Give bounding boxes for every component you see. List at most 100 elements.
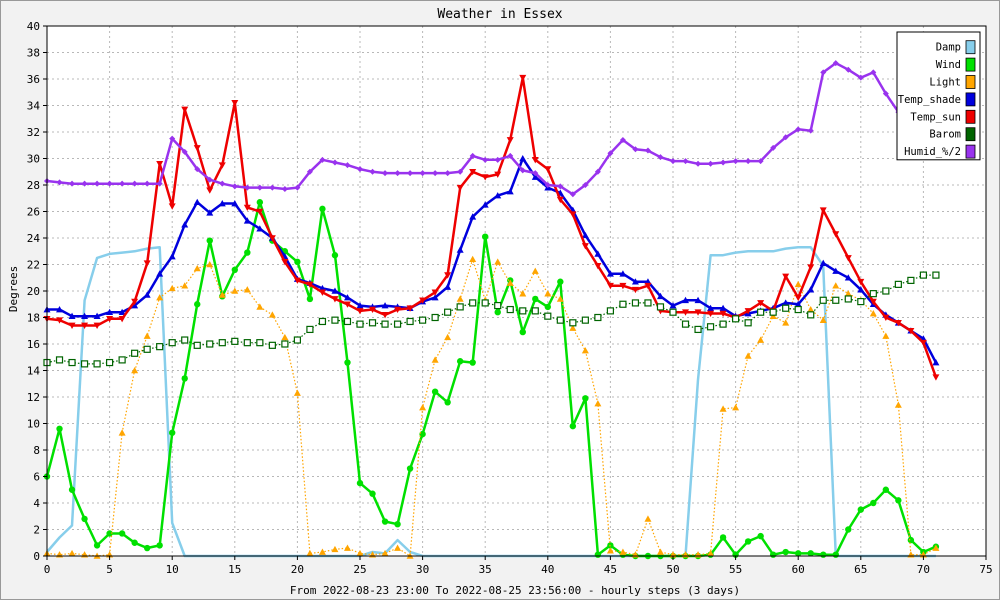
data-point-light bbox=[732, 404, 740, 411]
data-point-wind bbox=[194, 301, 201, 308]
data-point-wind bbox=[331, 252, 339, 259]
x-tick-label: 15 bbox=[228, 563, 241, 576]
data-point-temp-shade bbox=[331, 287, 339, 294]
data-point-temp-shade bbox=[481, 201, 489, 208]
data-point-temp-sun bbox=[907, 327, 915, 335]
x-tick-label: 0 bbox=[44, 563, 51, 576]
data-point-light bbox=[932, 544, 940, 551]
data-point-wind bbox=[857, 506, 864, 513]
data-point-humid-2 bbox=[644, 147, 651, 154]
data-point-temp-sun bbox=[744, 308, 752, 315]
data-point-temp-sun bbox=[268, 235, 276, 242]
data-point-barom bbox=[118, 356, 126, 364]
y-tick-label: 26 bbox=[27, 206, 40, 219]
data-point-light bbox=[594, 400, 602, 407]
data-point-humid-2 bbox=[194, 166, 201, 173]
data-point-humid-2 bbox=[394, 170, 401, 177]
data-point-temp-shade bbox=[343, 294, 351, 301]
data-point-barom bbox=[656, 303, 665, 311]
data-point-barom bbox=[919, 271, 928, 279]
data-point-barom bbox=[268, 341, 276, 349]
data-point-wind bbox=[406, 465, 414, 472]
data-point-light bbox=[506, 279, 514, 286]
data-point-temp-sun bbox=[218, 162, 226, 169]
data-point-barom bbox=[556, 316, 564, 324]
data-point-light bbox=[531, 267, 539, 274]
data-point-humid-2 bbox=[144, 180, 151, 187]
data-point-wind bbox=[56, 425, 63, 432]
data-point-temp-sun bbox=[369, 306, 377, 314]
data-point-temp-shade bbox=[431, 294, 439, 301]
data-point-humid-2 bbox=[657, 154, 664, 161]
data-point-wind bbox=[344, 359, 351, 366]
data-point-humid-2 bbox=[582, 182, 589, 188]
data-point-light bbox=[882, 332, 890, 339]
data-point-barom bbox=[356, 320, 364, 328]
data-point-wind bbox=[845, 526, 852, 533]
data-point-barom bbox=[681, 320, 690, 328]
x-tick-label: 75 bbox=[979, 563, 992, 576]
data-point-temp-shade bbox=[168, 253, 176, 260]
data-point-temp-shade bbox=[444, 283, 452, 290]
data-point-temp-sun bbox=[256, 208, 264, 215]
data-point-barom bbox=[519, 307, 527, 315]
data-point-temp-shade bbox=[606, 270, 614, 277]
data-point-temp-shade bbox=[631, 278, 639, 285]
legend-swatch-temp-shade bbox=[965, 92, 976, 107]
data-point-light bbox=[218, 291, 226, 298]
data-point-temp-shade bbox=[794, 300, 802, 308]
data-point-barom bbox=[581, 316, 589, 324]
data-point-light bbox=[168, 284, 176, 292]
data-point-temp-shade bbox=[381, 302, 389, 309]
legend-swatch-barom bbox=[965, 127, 976, 142]
data-point-humid-2 bbox=[306, 168, 313, 175]
data-point-barom bbox=[256, 339, 264, 347]
data-point-light bbox=[782, 319, 790, 326]
data-point-temp-sun bbox=[494, 171, 502, 178]
data-point-temp-shade bbox=[531, 173, 539, 180]
data-point-temp-shade bbox=[656, 292, 664, 300]
data-point-barom bbox=[894, 280, 902, 288]
data-point-temp-sun bbox=[819, 207, 827, 214]
data-point-humid-2 bbox=[156, 180, 163, 187]
data-point-temp-sun bbox=[594, 263, 602, 270]
data-point-humid-2 bbox=[682, 158, 689, 165]
data-point-barom bbox=[844, 295, 852, 303]
data-point-barom bbox=[794, 305, 802, 314]
data-point-humid-2 bbox=[256, 184, 263, 191]
legend-swatch-damp bbox=[965, 40, 976, 55]
data-point-temp-sun bbox=[694, 309, 702, 316]
data-point-temp-sun bbox=[757, 300, 765, 307]
data-point-temp-sun bbox=[832, 231, 840, 238]
data-point-humid-2 bbox=[695, 160, 702, 167]
legend-swatch-wind bbox=[965, 57, 976, 72]
data-point-wind bbox=[444, 399, 451, 406]
legend-label-wind: Wind bbox=[936, 59, 961, 71]
data-point-humid-2 bbox=[770, 144, 777, 151]
data-point-humid-2 bbox=[419, 170, 426, 177]
data-point-temp-sun bbox=[682, 309, 690, 316]
data-point-temp-shade bbox=[832, 267, 840, 274]
data-point-temp-sun bbox=[281, 259, 289, 266]
data-point-wind bbox=[81, 515, 88, 523]
x-tick-label: 30 bbox=[416, 563, 429, 576]
legend: Damp Wind Light Temp_shade Temp_sun Barom Humi… bbox=[896, 31, 981, 161]
data-point-light bbox=[769, 312, 777, 319]
series-humid-2 bbox=[44, 60, 902, 198]
x-tick-label: 5 bbox=[106, 563, 113, 576]
x-tick-label: 10 bbox=[166, 563, 179, 576]
data-point-barom bbox=[193, 341, 201, 349]
data-point-light bbox=[656, 548, 664, 555]
data-point-humid-2 bbox=[782, 134, 789, 141]
data-point-wind bbox=[519, 328, 526, 336]
data-point-temp-sun bbox=[394, 306, 402, 314]
data-point-humid-2 bbox=[882, 90, 889, 97]
data-point-barom bbox=[907, 276, 915, 284]
data-point-temp-shade bbox=[807, 286, 815, 293]
data-point-light bbox=[394, 544, 402, 551]
chart-title: Weather in Essex bbox=[437, 7, 562, 22]
x-tick-label: 35 bbox=[479, 563, 492, 576]
data-point-humid-2 bbox=[745, 158, 752, 165]
data-point-barom bbox=[456, 303, 464, 311]
data-point-wind bbox=[294, 258, 301, 266]
